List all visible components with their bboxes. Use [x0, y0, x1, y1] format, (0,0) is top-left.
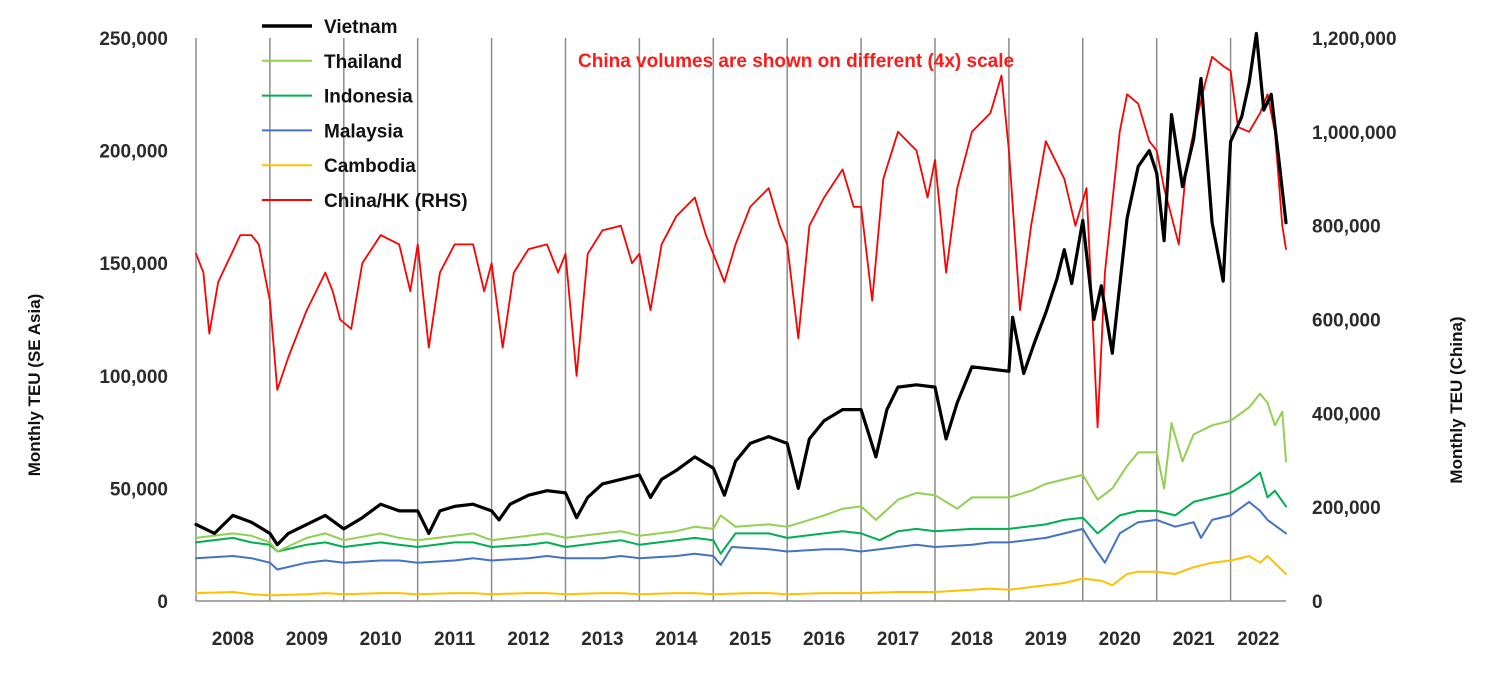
series-lines — [194, 31, 1288, 597]
year-label-2019: 2019 — [1025, 629, 1067, 650]
left-axis-title: Monthly TEU (SE Asia) — [25, 294, 44, 477]
legend-label-thailand: Thailand — [324, 52, 402, 73]
series-line-vietnam — [194, 31, 1288, 547]
right-axis-title: Monthly TEU (China) — [1447, 316, 1466, 483]
year-label-2008: 2008 — [212, 629, 254, 650]
year-separator-grid — [195, 38, 1232, 601]
legend-label-vietnam: Vietnam — [324, 17, 398, 38]
year-label-2011: 2011 — [434, 629, 476, 650]
legend-label-china-hk-rhs: China/HK (RHS) — [324, 191, 468, 212]
year-label-2017: 2017 — [877, 629, 919, 650]
year-label-2012: 2012 — [507, 629, 549, 650]
year-label-2009: 2009 — [286, 629, 328, 650]
series-line-malaysia — [195, 500, 1287, 571]
year-label-2016: 2016 — [803, 629, 845, 650]
right-tick-label: 0 — [1312, 592, 1323, 613]
year-label-2010: 2010 — [360, 629, 402, 650]
year-label-2020: 2020 — [1099, 629, 1141, 650]
left-tick-label: 100,000 — [99, 367, 168, 388]
legend-label-malaysia: Malaysia — [324, 121, 404, 142]
left-axis-ticks: 0 50,000 100,000 150,000 200,000 250,000 — [99, 29, 168, 613]
left-tick-label: 150,000 — [99, 254, 168, 275]
year-label-2021: 2021 — [1172, 629, 1215, 650]
x-axis-year-labels: 2008 2009 2010 2011 2012 2013 2014 2015 2016 2017… — [212, 629, 1280, 650]
year-label-2014: 2014 — [655, 629, 698, 650]
left-tick-label: 200,000 — [99, 142, 168, 163]
year-label-2022: 2022 — [1237, 629, 1279, 650]
year-label-2013: 2013 — [581, 629, 623, 650]
left-tick-label: 0 — [157, 592, 168, 613]
legend-label-cambodia: Cambodia — [324, 156, 416, 177]
right-tick-label: 1,200,000 — [1312, 29, 1397, 50]
right-axis-ticks: 0 200,000 400,000 600,000 800,000 1,000,000 1,… — [1312, 29, 1397, 613]
left-tick-label: 50,000 — [110, 479, 168, 500]
series-line-china-hk-rhs — [195, 55, 1287, 429]
year-label-2015: 2015 — [729, 629, 772, 650]
right-tick-label: 800,000 — [1312, 217, 1381, 238]
right-tick-label: 1,000,000 — [1312, 123, 1397, 144]
series-line-indonesia — [195, 471, 1287, 555]
series-line-thailand — [195, 392, 1287, 553]
right-tick-label: 600,000 — [1312, 311, 1381, 332]
legend-label-indonesia: Indonesia — [324, 87, 413, 108]
series-line-cambodia — [195, 555, 1287, 597]
right-tick-label: 400,000 — [1312, 404, 1381, 425]
left-tick-label: 250,000 — [99, 29, 168, 50]
legend: Vietnam Thailand Indonesia Malaysia Cambodia… — [262, 17, 468, 212]
scale-annotation: China volumes are shown on different (4x… — [578, 51, 1014, 72]
year-label-2018: 2018 — [951, 629, 993, 650]
right-tick-label: 200,000 — [1312, 498, 1381, 519]
